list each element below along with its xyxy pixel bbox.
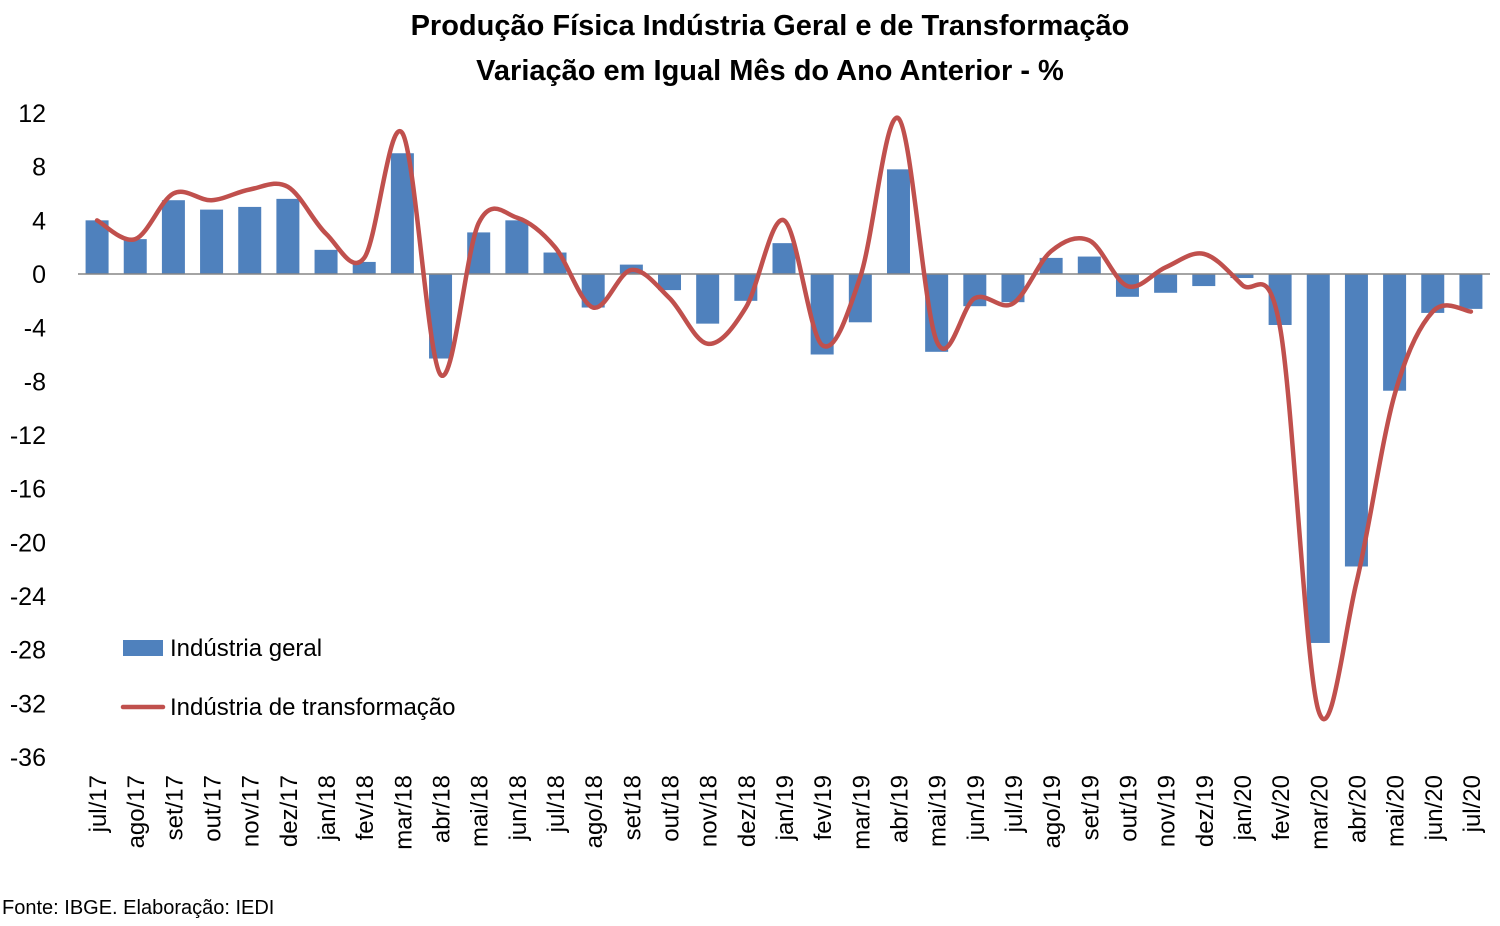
- x-tick-label: jul/18: [543, 775, 570, 833]
- bar-jun-18: [505, 220, 529, 274]
- y-tick-label: -36: [10, 744, 46, 772]
- bar-jun-19: [963, 274, 987, 307]
- legend: Indústria geral Indústria de transformaç…: [120, 635, 455, 721]
- y-tick-label: 12: [18, 100, 46, 128]
- x-tick-label: out/18: [658, 775, 685, 842]
- x-tick-label: mar/18: [390, 775, 417, 850]
- bar-mar-20: [1306, 274, 1330, 643]
- x-tick-label: jun/18: [505, 775, 532, 841]
- x-tick-label: mai/20: [1383, 775, 1410, 847]
- bar-abr-18: [429, 274, 453, 359]
- y-tick-label: -8: [24, 368, 46, 396]
- x-tick-label: abr/19: [886, 775, 913, 843]
- bar-mai-19: [925, 274, 949, 352]
- x-tick-label: dez/18: [734, 775, 761, 847]
- bar-mar-18: [390, 153, 414, 274]
- y-tick-label: -28: [10, 637, 46, 665]
- y-tick-label: -16: [10, 476, 46, 504]
- bar-ago-18: [581, 274, 605, 308]
- x-tick-label: set/18: [619, 775, 646, 840]
- x-tick-label: jul/19: [1001, 775, 1028, 833]
- y-tick-label: 0: [32, 261, 46, 289]
- bar-nov-18: [696, 274, 720, 324]
- x-tick-label: mai/18: [467, 775, 494, 847]
- bar-ago-19: [1039, 257, 1063, 274]
- bar-dez-17: [276, 198, 300, 274]
- bar-set-17: [161, 200, 185, 274]
- x-tick-label: dez/17: [276, 775, 303, 847]
- bar-jan-19: [772, 243, 796, 274]
- x-tick-label: jan/19: [772, 775, 799, 841]
- bar-jun-20: [1421, 274, 1445, 313]
- y-tick-label: 8: [32, 154, 46, 182]
- source-note: Fonte: IBGE. Elaboração: IEDI: [2, 897, 275, 919]
- x-tick-label: jan/20: [1230, 775, 1257, 841]
- bar-jan-20: [1230, 274, 1254, 279]
- bar-jul-20: [1459, 274, 1483, 309]
- x-tick-label: ago/19: [1039, 775, 1066, 848]
- x-axis-tick-labels: jul/17 ago/17 set/17 out/17 nov/17 dez/17 jan/…: [85, 775, 1486, 850]
- line-series-industria-transformacao: [94, 115, 1474, 722]
- bar-series-industria-geral: [85, 153, 1483, 643]
- y-tick-label: -32: [10, 690, 46, 718]
- x-tick-label: ago/17: [123, 775, 150, 848]
- chart-subtitle: Variação em Igual Mês do Ano Anterior - …: [476, 55, 1064, 87]
- x-tick-label: abr/18: [429, 775, 456, 843]
- bar-abr-19: [886, 169, 910, 274]
- x-tick-label: fev/18: [352, 775, 379, 840]
- legend-swatch-industria-geral: [123, 640, 163, 656]
- x-tick-label: nov/18: [696, 775, 723, 847]
- y-tick-label: -4: [24, 315, 46, 343]
- x-tick-label: set/17: [161, 775, 188, 840]
- x-tick-label: fev/20: [1268, 775, 1295, 840]
- bar-mai-20: [1383, 274, 1407, 391]
- x-tick-label: jun/19: [963, 775, 990, 841]
- legend-label-industria-geral: Indústria geral: [170, 635, 322, 662]
- bar-out-18: [658, 274, 682, 291]
- x-tick-label: mar/19: [848, 775, 875, 850]
- x-tick-label: mai/19: [925, 775, 952, 847]
- x-tick-label: set/19: [1077, 775, 1104, 840]
- y-tick-label: 4: [32, 207, 46, 235]
- x-tick-label: nov/17: [238, 775, 265, 847]
- x-tick-label: jul/20: [1459, 775, 1486, 833]
- y-tick-label: -20: [10, 529, 46, 557]
- y-tick-label: -24: [10, 583, 46, 611]
- x-tick-label: ago/18: [581, 775, 608, 848]
- bar-ago-17: [123, 239, 147, 274]
- y-axis-tick-labels: 12 8 4 0 -4 -8 -12 -16 -20 -24 -28 -32 -36: [10, 100, 46, 772]
- x-tick-label: dez/19: [1192, 775, 1219, 847]
- bar-nov-19: [1154, 274, 1178, 293]
- x-tick-label: nov/19: [1154, 775, 1181, 847]
- bar-abr-20: [1344, 274, 1368, 567]
- x-tick-label: jun/20: [1421, 775, 1448, 841]
- x-tick-label: out/19: [1115, 775, 1142, 842]
- x-tick-label: mar/20: [1306, 775, 1333, 850]
- bar-jul-17: [85, 220, 109, 274]
- bar-jan-18: [314, 249, 338, 274]
- bar-out-17: [200, 209, 224, 274]
- bar-nov-17: [238, 206, 262, 274]
- bar-mar-19: [848, 274, 872, 323]
- x-tick-label: out/17: [200, 775, 227, 842]
- x-tick-label: fev/19: [810, 775, 837, 840]
- x-tick-label: jul/17: [85, 775, 112, 833]
- chart-title: Produção Física Indústria Geral e de Tra…: [410, 10, 1130, 42]
- bar-dez-19: [1192, 274, 1216, 287]
- legend-label-industria-transformacao: Indústria de transformação: [170, 694, 455, 721]
- x-tick-label: jan/18: [314, 775, 341, 841]
- y-tick-label: -12: [10, 422, 46, 450]
- bar-fev-20: [1268, 274, 1292, 325]
- bar-set-19: [1077, 256, 1101, 274]
- x-tick-label: abr/20: [1344, 775, 1371, 843]
